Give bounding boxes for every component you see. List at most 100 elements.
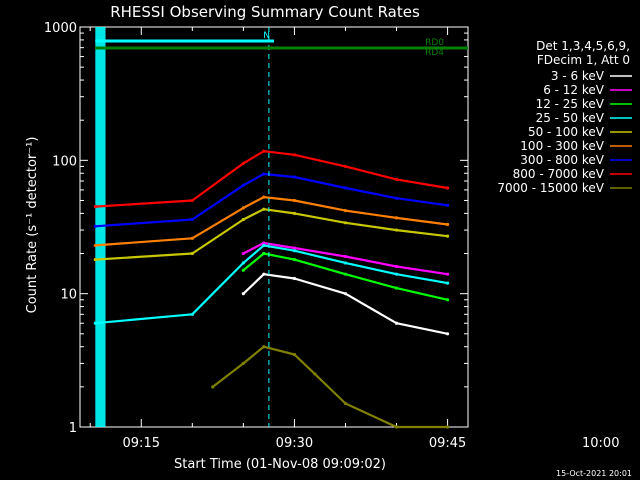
data-point xyxy=(292,276,297,281)
data-point xyxy=(292,249,297,253)
data-point xyxy=(262,251,266,256)
axis-ticks xyxy=(80,27,468,428)
data-point xyxy=(241,361,245,365)
y-tick-label: 10 xyxy=(60,288,77,303)
data-point xyxy=(394,425,399,429)
data-point xyxy=(313,372,317,376)
x-tick-label: 09:15 xyxy=(123,436,160,451)
legend-label: 25 - 50 keV xyxy=(536,111,605,125)
series-line xyxy=(242,241,448,276)
data-point xyxy=(93,204,97,209)
series-7 xyxy=(93,149,450,209)
series-1 xyxy=(241,241,450,276)
data-point xyxy=(292,258,297,262)
data-point xyxy=(241,261,245,265)
data-point xyxy=(241,268,245,272)
y-tick-labels: 1 10 100 1000 xyxy=(44,21,77,436)
legend-label: 6 - 12 keV xyxy=(543,83,605,97)
data-point xyxy=(241,161,245,165)
data-point xyxy=(190,217,194,222)
data-point xyxy=(394,216,399,220)
data-point xyxy=(190,198,194,203)
legend-header-2: FDecim 1, Att 0 xyxy=(537,53,630,67)
state-bar-label: RD0 xyxy=(425,38,444,48)
data-point xyxy=(445,222,450,227)
data-point xyxy=(292,153,297,157)
series-5 xyxy=(93,195,450,248)
series-line xyxy=(212,345,448,429)
legend-header-1: Det 1,3,4,5,6,9, xyxy=(536,39,630,53)
data-point xyxy=(343,254,348,259)
data-point xyxy=(241,183,245,187)
data-point xyxy=(241,217,245,222)
data-point xyxy=(445,425,450,429)
series-0 xyxy=(241,272,450,336)
legend: Det 1,3,4,5,6,9, FDecim 1, Att 0 3 - 6 k… xyxy=(497,39,632,195)
data-point xyxy=(445,281,450,285)
y-tick-label: 100 xyxy=(52,154,77,169)
data-point xyxy=(262,172,266,176)
data-point xyxy=(241,206,245,210)
data-point xyxy=(241,251,245,256)
series-line xyxy=(95,244,448,325)
series-line xyxy=(242,252,448,301)
data-point xyxy=(394,228,399,232)
x-tick-label: 09:30 xyxy=(276,436,313,451)
data-point xyxy=(93,224,97,228)
data-point xyxy=(394,177,399,181)
data-point xyxy=(394,264,399,269)
data-point xyxy=(262,149,266,153)
data-point xyxy=(343,186,348,190)
data-point xyxy=(262,207,266,211)
data-point xyxy=(445,272,450,276)
series-6 xyxy=(93,172,450,228)
series-3 xyxy=(93,243,450,325)
y-tick-label: 1000 xyxy=(44,21,77,36)
plot-frame xyxy=(79,26,469,428)
data-point xyxy=(262,272,266,276)
data-point xyxy=(93,258,97,262)
state-bar-label: RD4 xyxy=(425,48,444,58)
data-point xyxy=(262,195,266,199)
data-point xyxy=(343,164,348,169)
data-point xyxy=(190,236,194,240)
y-tick-label: 1 xyxy=(69,421,77,436)
data-point xyxy=(292,211,297,215)
data-point xyxy=(292,246,297,250)
data-point xyxy=(241,292,245,296)
data-point xyxy=(343,221,348,225)
series-4 xyxy=(93,207,450,262)
data-point xyxy=(343,261,348,265)
data-point xyxy=(394,286,399,290)
legend-label: 100 - 300 keV xyxy=(520,139,604,153)
state-bar-label: N xyxy=(263,31,270,41)
data-point xyxy=(394,272,399,276)
legend-label: 12 - 25 keV xyxy=(536,97,605,111)
data-point xyxy=(343,208,348,213)
series-2 xyxy=(241,251,450,302)
data-point xyxy=(343,292,348,296)
data-point xyxy=(343,272,348,276)
data-point xyxy=(211,385,215,389)
legend-label: 3 - 6 keV xyxy=(551,69,605,83)
data-point xyxy=(394,196,399,200)
footer-date: 15-Oct-2021 20:01 xyxy=(556,469,632,478)
data-point xyxy=(262,241,266,245)
data-point xyxy=(93,321,97,325)
data-point xyxy=(292,175,297,179)
series-line xyxy=(95,150,448,208)
data-point xyxy=(445,298,450,302)
data-point xyxy=(343,401,348,406)
series-line xyxy=(95,172,448,228)
data-point xyxy=(262,243,266,248)
data-point xyxy=(292,198,297,203)
series-line xyxy=(95,208,448,261)
data-point xyxy=(93,243,97,248)
legend-label: 7000 - 15000 keV xyxy=(497,181,604,195)
data-point xyxy=(445,332,450,336)
